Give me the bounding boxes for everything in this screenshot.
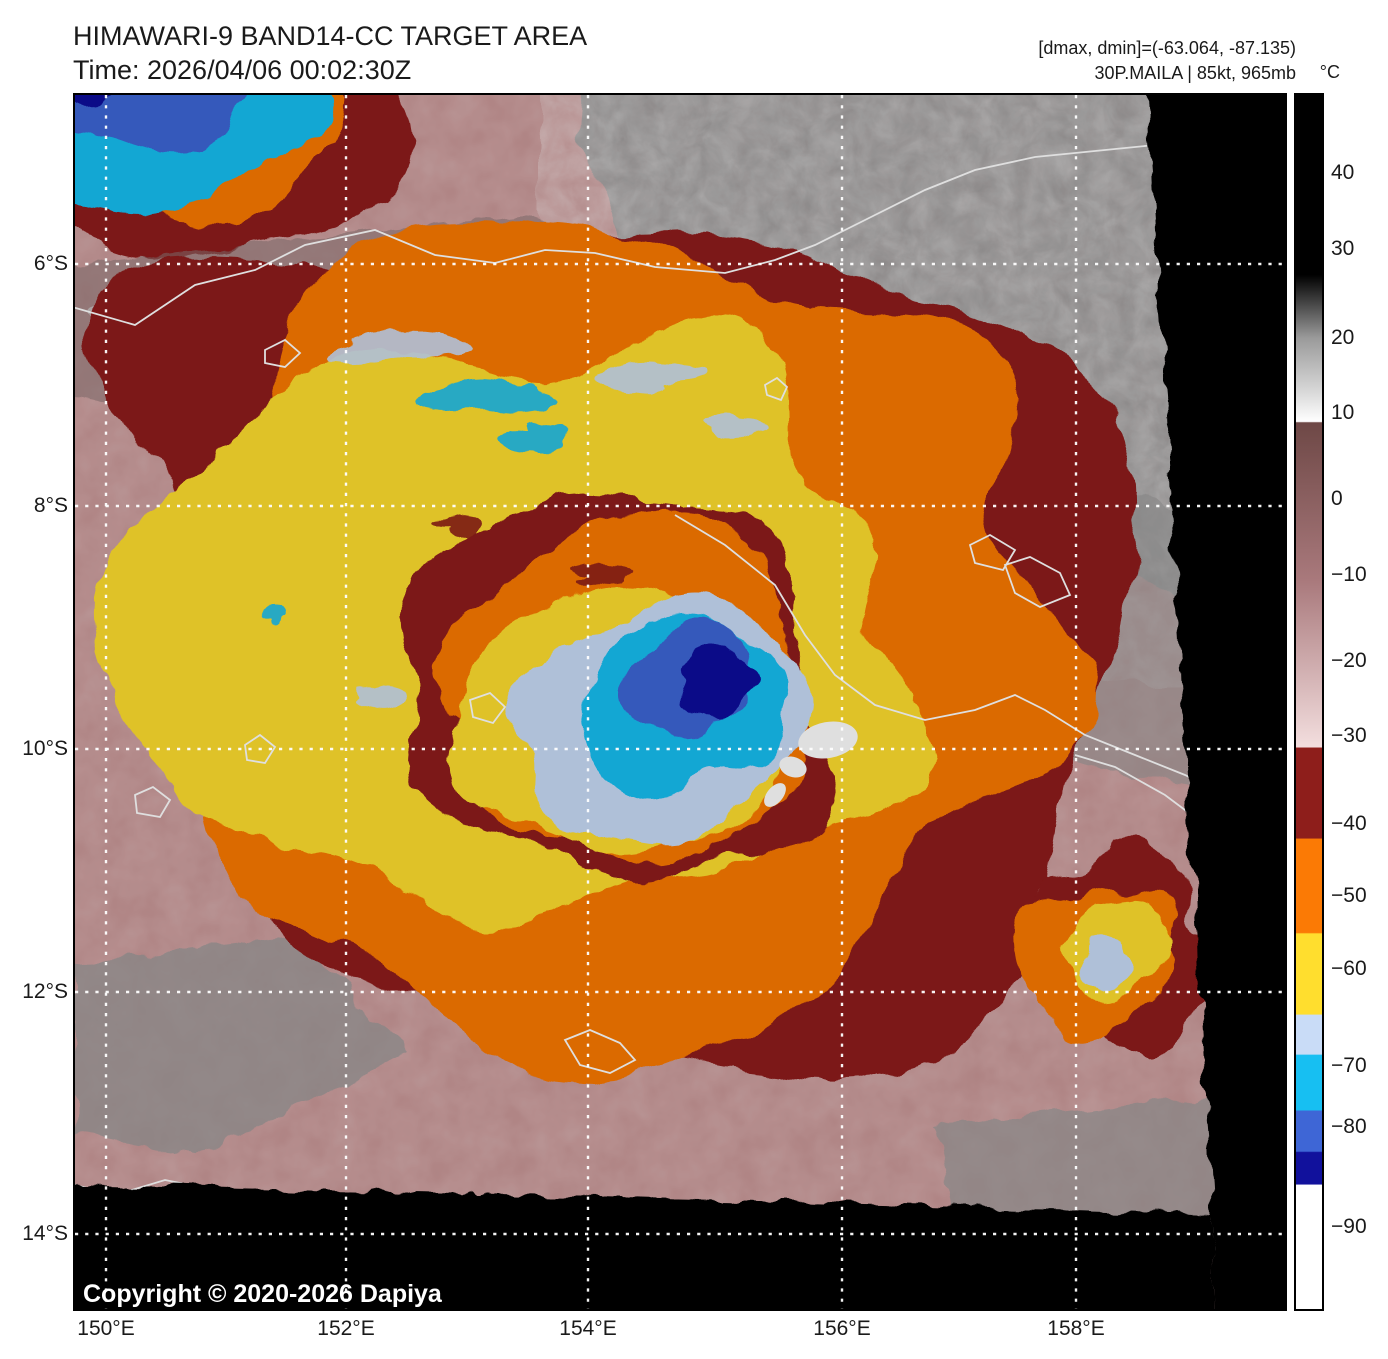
svg-text:Copyright © 2020-2026 Dapiya: Copyright © 2020-2026 Dapiya — [83, 1280, 443, 1308]
